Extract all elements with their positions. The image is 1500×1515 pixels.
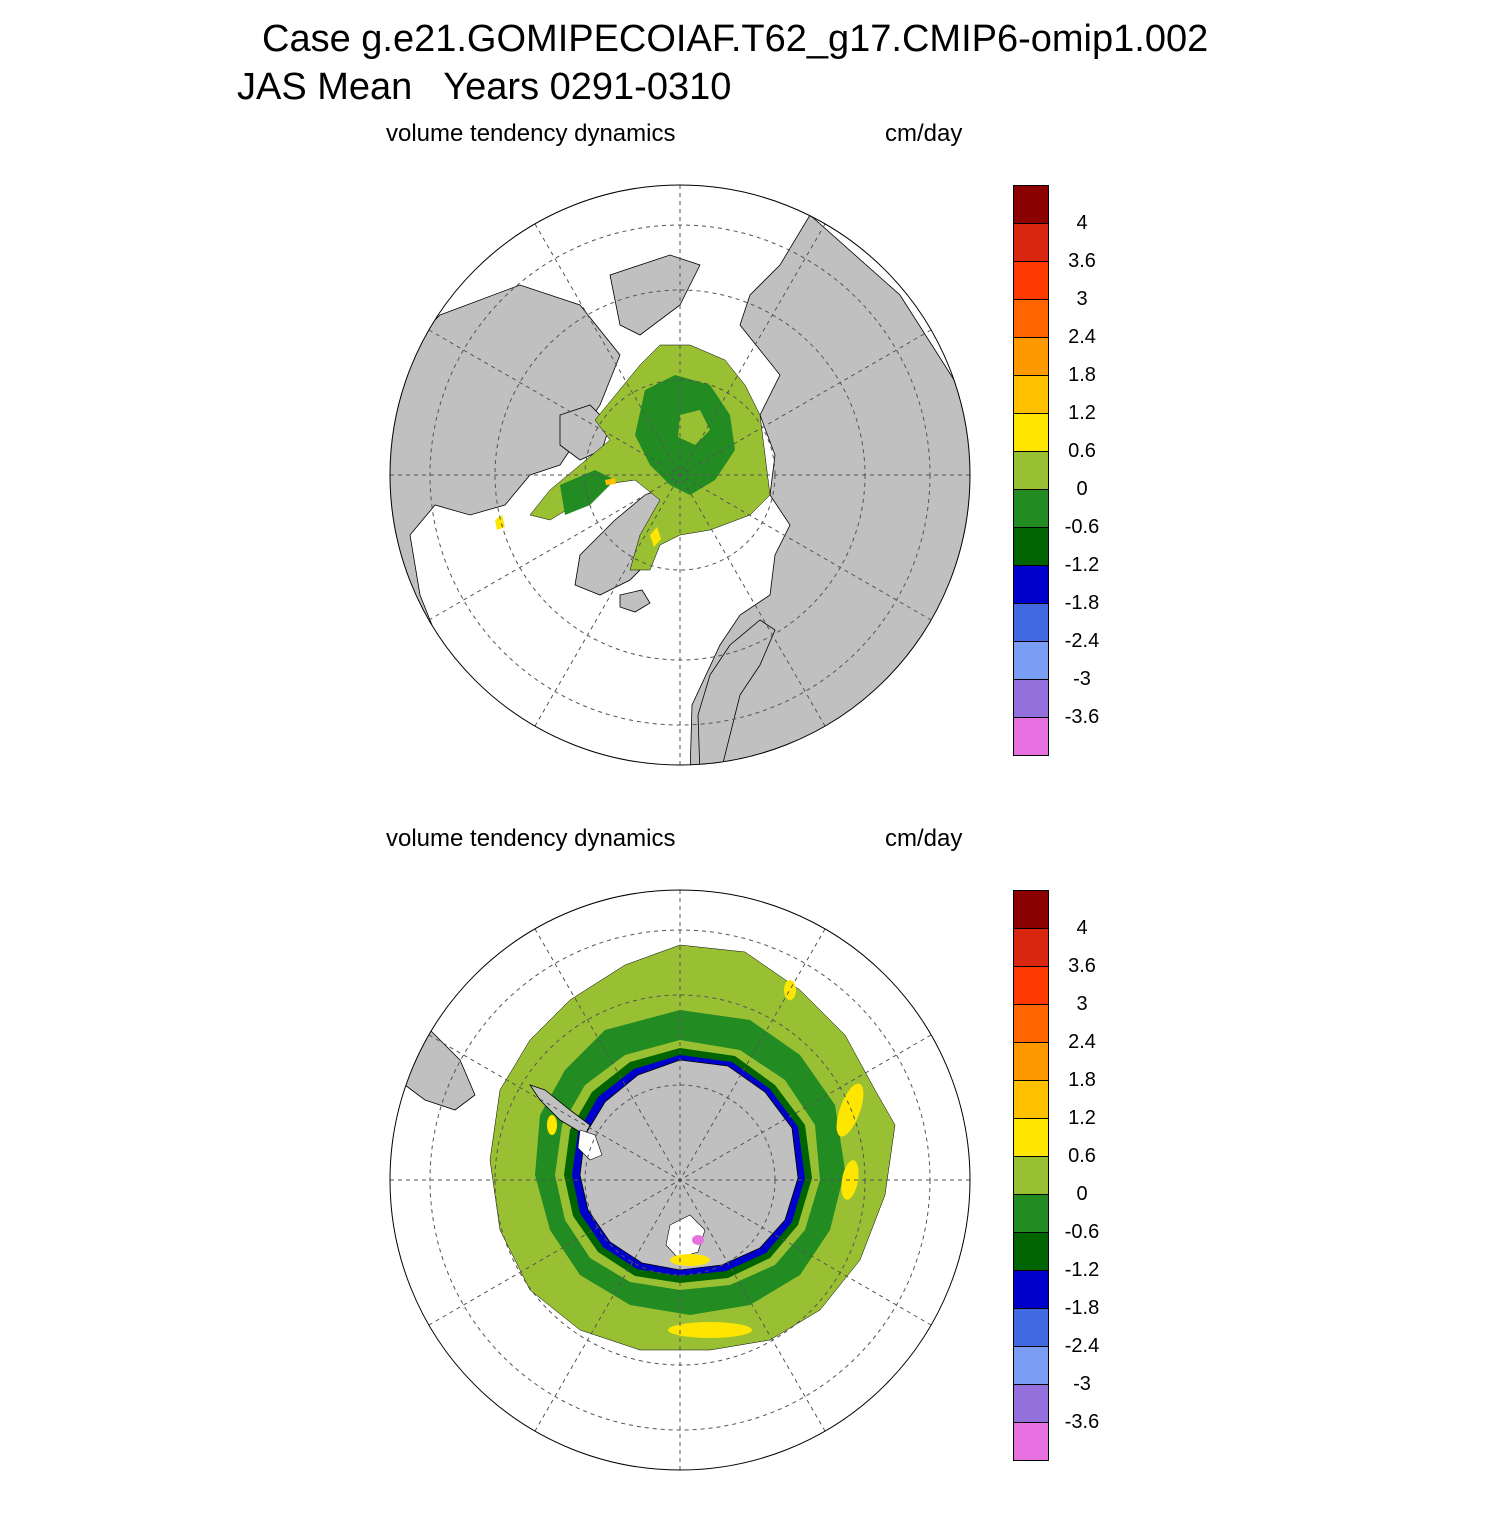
colorbar-label: 2.4: [1068, 1031, 1096, 1053]
colorbar-box: [1013, 224, 1049, 262]
colorbar-box: [1013, 967, 1049, 1005]
colorbar-label: 1.2: [1068, 1107, 1096, 1129]
colorbar-label: -1.2: [1064, 554, 1100, 576]
positive-tendency-patch: [668, 1322, 752, 1338]
colorbar-box: [1013, 1271, 1049, 1309]
colorbar-label: 1.8: [1068, 1069, 1096, 1091]
colorbar-label: 0.6: [1068, 440, 1096, 462]
colorbar-box: [1013, 890, 1049, 929]
colorbar-box: [1013, 1081, 1049, 1119]
colorbar-box: [1013, 185, 1049, 224]
map-graticule: [390, 185, 970, 765]
colorbar-box: [1013, 300, 1049, 338]
colorbar-label: -3.6: [1064, 1411, 1100, 1433]
panel-variable-title: volume tendency dynamics: [386, 825, 676, 852]
panel-units-title: cm/day: [885, 825, 963, 852]
colorbar-label: -0.6: [1064, 1221, 1100, 1243]
colorbar-label: 1.8: [1068, 364, 1096, 386]
colorbar-label: 3: [1076, 288, 1088, 310]
map-boundary: [389, 184, 971, 766]
iceland-landmass: [619, 589, 651, 613]
colorbar-box: [1013, 490, 1049, 528]
colorbar-label: -2.4: [1064, 630, 1100, 652]
panel-variable-title: volume tendency dynamics: [386, 120, 676, 147]
colorbar-box: [1013, 1119, 1049, 1157]
colorbar-label: -3: [1073, 668, 1091, 690]
colorbar-label: 4: [1076, 917, 1088, 939]
ice-shelf: [577, 1129, 603, 1161]
colorbar-label: -3.6: [1064, 706, 1100, 728]
figure-title-period: JAS Mean Years 0291-0310: [237, 66, 732, 108]
positive-tendency-patch: [784, 980, 796, 1000]
south-panel: volume tendency dynamics cm/day: [0, 815, 1500, 1515]
positive-tendency-patch: [670, 1254, 710, 1266]
colorbar-box: [1013, 262, 1049, 300]
negative-tendency-patch: [692, 1235, 704, 1245]
map-boundary: [389, 889, 971, 1471]
colorbar-label: 1.2: [1068, 402, 1096, 424]
positive-tendency-patch: [650, 527, 661, 547]
colorbar-box: [1013, 1233, 1049, 1271]
colorbar-box: [1013, 452, 1049, 490]
colorbar: [1013, 890, 1049, 1461]
colorbar-label: 3: [1076, 993, 1088, 1015]
colorbar-label: -2.4: [1064, 1335, 1100, 1357]
ice-shelf: [665, 1214, 706, 1259]
sea-ice-dark-green: [560, 470, 615, 515]
colorbar-label: -3: [1073, 1373, 1091, 1395]
colorbar-box: [1013, 680, 1049, 718]
colorbar-box: [1013, 528, 1049, 566]
colorbar-label: 3.6: [1068, 250, 1096, 272]
sea-ice-light-patch: [678, 410, 710, 445]
positive-tendency-patch: [605, 478, 616, 485]
antarctic-peninsula: [529, 1084, 591, 1136]
colorbar-box: [1013, 1157, 1049, 1195]
colorbar-box: [1013, 376, 1049, 414]
colorbar-box: [1013, 604, 1049, 642]
colorbar-box: [1013, 642, 1049, 680]
positive-tendency-patch: [547, 1115, 557, 1135]
colorbar-label: 3.6: [1068, 955, 1096, 977]
panel-units-title: cm/day: [885, 120, 963, 147]
colorbar-box: [1013, 1005, 1049, 1043]
colorbar-label: -1.8: [1064, 1297, 1100, 1319]
colorbar-box: [1013, 1347, 1049, 1385]
colorbar-box: [1013, 929, 1049, 967]
colorbar-box: [1013, 338, 1049, 376]
colorbar-label: -1.2: [1064, 1259, 1100, 1281]
colorbar-box: [1013, 1385, 1049, 1423]
colorbar-label: 0.6: [1068, 1145, 1096, 1167]
colorbar-box: [1013, 718, 1049, 756]
colorbar-label: 2.4: [1068, 326, 1096, 348]
colorbar-label: -0.6: [1064, 516, 1100, 538]
positive-tendency-patch: [836, 1083, 864, 1137]
map-graticule: [390, 890, 970, 1470]
colorbar-box: [1013, 414, 1049, 452]
north-polar-map: [389, 184, 971, 766]
colorbar-box: [1013, 1043, 1049, 1081]
colorbar-box: [1013, 1195, 1049, 1233]
south-polar-map: [389, 889, 971, 1471]
north-panel: volume tendency dynamics cm/day: [0, 110, 1500, 810]
colorbar-label: 4: [1076, 212, 1088, 234]
colorbar-box: [1013, 1423, 1049, 1461]
colorbar: [1013, 185, 1049, 756]
colorbar-label: 0: [1076, 1183, 1088, 1205]
scandinavia-landmass: [697, 619, 776, 765]
colorbar-label: 0: [1076, 478, 1088, 500]
colorbar-label: -1.8: [1064, 592, 1100, 614]
figure-title-case: Case g.e21.GOMIPECOIAF.T62_g17.CMIP6-omi…: [262, 18, 1209, 60]
colorbar-box: [1013, 1309, 1049, 1347]
colorbar-box: [1013, 566, 1049, 604]
